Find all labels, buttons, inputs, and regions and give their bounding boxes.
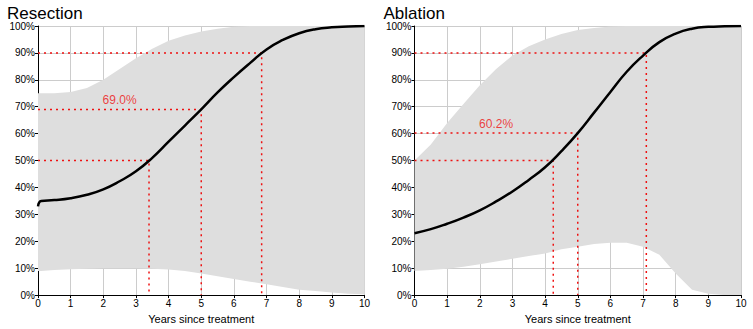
svg-text:7: 7 xyxy=(640,298,646,309)
svg-text:6: 6 xyxy=(231,298,237,309)
svg-text:6: 6 xyxy=(608,298,614,309)
svg-text:9: 9 xyxy=(329,298,335,309)
svg-text:1: 1 xyxy=(444,298,450,309)
svg-text:0%: 0% xyxy=(21,290,36,301)
svg-text:10%: 10% xyxy=(15,263,35,274)
svg-text:90%: 90% xyxy=(15,47,35,58)
svg-text:7: 7 xyxy=(264,298,270,309)
svg-text:0: 0 xyxy=(412,298,418,309)
svg-text:1: 1 xyxy=(68,298,74,309)
svg-text:70%: 70% xyxy=(15,101,35,112)
svg-text:10: 10 xyxy=(359,298,371,309)
svg-text:8: 8 xyxy=(673,298,679,309)
svg-text:50%: 50% xyxy=(391,155,411,166)
svg-text:30%: 30% xyxy=(391,209,411,220)
svg-text:0%: 0% xyxy=(397,290,412,301)
svg-text:20%: 20% xyxy=(391,236,411,247)
svg-text:5: 5 xyxy=(198,298,204,309)
svg-text:2: 2 xyxy=(477,298,483,309)
svg-text:60%: 60% xyxy=(15,128,35,139)
svg-text:40%: 40% xyxy=(15,182,35,193)
svg-text:8: 8 xyxy=(296,298,302,309)
svg-text:40%: 40% xyxy=(391,182,411,193)
svg-text:20%: 20% xyxy=(15,236,35,247)
svg-text:0: 0 xyxy=(35,298,41,309)
svg-text:60.2%: 60.2% xyxy=(479,117,513,131)
svg-text:70%: 70% xyxy=(391,101,411,112)
svg-text:Resection: Resection xyxy=(7,4,83,23)
svg-text:4: 4 xyxy=(542,298,548,309)
svg-text:Years since treatment: Years since treatment xyxy=(148,313,254,325)
svg-text:100%: 100% xyxy=(9,20,35,32)
svg-text:Ablation: Ablation xyxy=(384,4,445,23)
svg-text:4: 4 xyxy=(166,298,172,309)
svg-text:5: 5 xyxy=(575,298,581,309)
svg-text:9: 9 xyxy=(706,298,712,309)
svg-text:90%: 90% xyxy=(391,47,411,58)
svg-text:50%: 50% xyxy=(15,155,35,166)
svg-text:60%: 60% xyxy=(391,128,411,139)
svg-text:3: 3 xyxy=(133,298,139,309)
svg-text:3: 3 xyxy=(510,298,516,309)
svg-text:80%: 80% xyxy=(391,74,411,85)
svg-text:100%: 100% xyxy=(385,20,412,32)
svg-text:69.0%: 69.0% xyxy=(103,93,137,107)
svg-text:Years since treatment: Years since treatment xyxy=(525,313,631,325)
svg-text:10: 10 xyxy=(735,298,747,309)
svg-text:2: 2 xyxy=(101,298,107,309)
svg-text:10%: 10% xyxy=(391,263,411,274)
svg-text:30%: 30% xyxy=(15,209,35,220)
svg-text:80%: 80% xyxy=(15,74,35,85)
